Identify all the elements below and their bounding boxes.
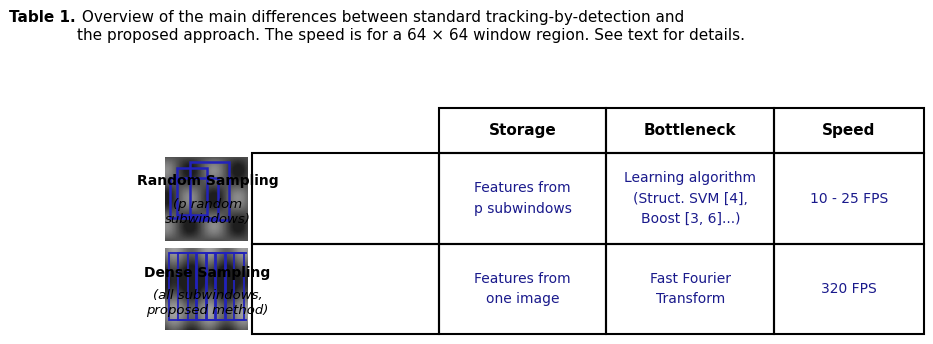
- Text: Fast Fourier
Transform: Fast Fourier Transform: [650, 272, 731, 306]
- Bar: [439, 244, 606, 334]
- Text: 10 - 25 FPS: 10 - 25 FPS: [810, 192, 888, 206]
- Text: Overview of the main differences between standard tracking-by-detection and
the : Overview of the main differences between…: [77, 10, 745, 43]
- Bar: [178, 253, 205, 321]
- Bar: [188, 253, 216, 321]
- Bar: [439, 153, 606, 244]
- Bar: [774, 153, 924, 244]
- Bar: [190, 162, 229, 220]
- Text: Speed: Speed: [822, 123, 876, 138]
- Text: (p random
subwindows): (p random subwindows): [164, 198, 251, 226]
- Bar: [207, 253, 234, 321]
- Text: Random Sampling: Random Sampling: [137, 174, 278, 189]
- Text: (all subwindows,
proposed method): (all subwindows, proposed method): [146, 289, 269, 317]
- Text: 320 FPS: 320 FPS: [821, 282, 877, 296]
- Bar: [216, 253, 244, 321]
- Text: Table 1.: Table 1.: [9, 10, 76, 25]
- Bar: [170, 178, 217, 218]
- Bar: [439, 108, 606, 153]
- Text: Bottleneck: Bottleneck: [644, 123, 737, 138]
- Text: Features from
p subwindows: Features from p subwindows: [474, 181, 571, 216]
- Text: Dense Sampling: Dense Sampling: [145, 267, 271, 280]
- Text: Learning algorithm
(Struct. SVM [4],
Boost [3, 6]...): Learning algorithm (Struct. SVM [4], Boo…: [624, 171, 757, 226]
- Bar: [774, 108, 924, 153]
- Bar: [176, 168, 207, 215]
- Bar: [197, 253, 225, 321]
- Bar: [226, 253, 254, 321]
- Bar: [606, 108, 774, 153]
- Bar: [252, 153, 439, 244]
- Bar: [606, 153, 774, 244]
- Bar: [606, 244, 774, 334]
- Bar: [252, 244, 439, 334]
- Bar: [169, 253, 196, 321]
- Text: Features from
one image: Features from one image: [474, 272, 571, 306]
- Bar: [774, 244, 924, 334]
- Text: Storage: Storage: [489, 123, 556, 138]
